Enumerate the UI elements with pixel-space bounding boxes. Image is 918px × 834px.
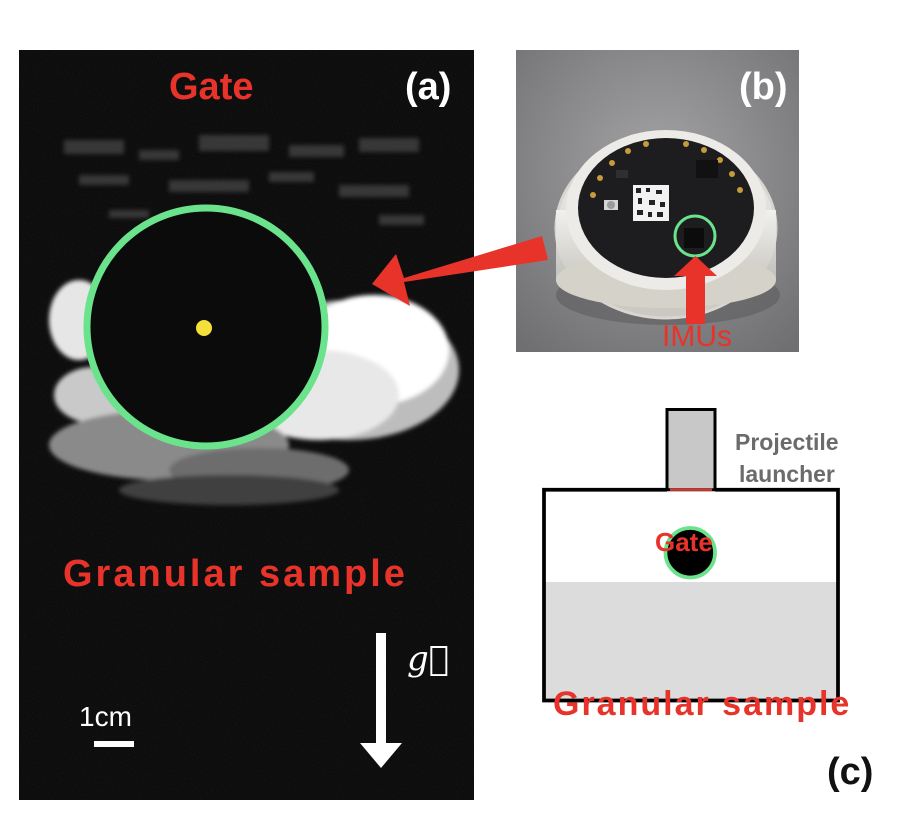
granular-sample-region — [544, 582, 838, 701]
intruder-center-dot — [196, 320, 212, 336]
imu-arrow — [674, 256, 717, 324]
panel-a-canvas — [19, 50, 474, 800]
faint-grain-band — [64, 135, 424, 225]
gravity-symbol: g⃗ — [407, 639, 450, 679]
gravity-arrow — [360, 633, 402, 768]
launcher-label-line2: launcher — [739, 461, 835, 487]
projectile-launcher-tube — [665, 408, 717, 492]
panel-c-gate-label: Gate — [655, 527, 713, 557]
launcher-label-line1: Projectile — [735, 429, 839, 455]
panel-c-schematic: Projectile launcher Gate Granular sample… — [489, 408, 885, 799]
imu-highlight-circle — [673, 214, 717, 258]
scale-bar-label: 1cm — [79, 701, 132, 732]
panel-c-canvas — [542, 408, 840, 703]
panel-a-experiment-image: Gate (a) Granular sample 1cm g⃗ — [19, 50, 474, 800]
imu-label: IMUs — [662, 320, 732, 352]
panel-c-granular-sample-label: Granular sample — [553, 685, 852, 723]
panel-b-letter: (b) — [739, 66, 788, 108]
panel-a-letter: (a) — [405, 66, 452, 108]
projectile-disk — [663, 526, 717, 580]
panel-c-letter: (c) — [827, 751, 874, 793]
scale-bar — [94, 741, 134, 747]
panel-b-device-photo: (b) IMUs — [516, 50, 799, 352]
panel-a-granular-sample-label: Granular sample — [63, 553, 408, 595]
container-outline — [542, 487, 840, 703]
panel-a-gate-label: Gate — [169, 66, 254, 108]
panel-b-canvas — [516, 50, 799, 352]
